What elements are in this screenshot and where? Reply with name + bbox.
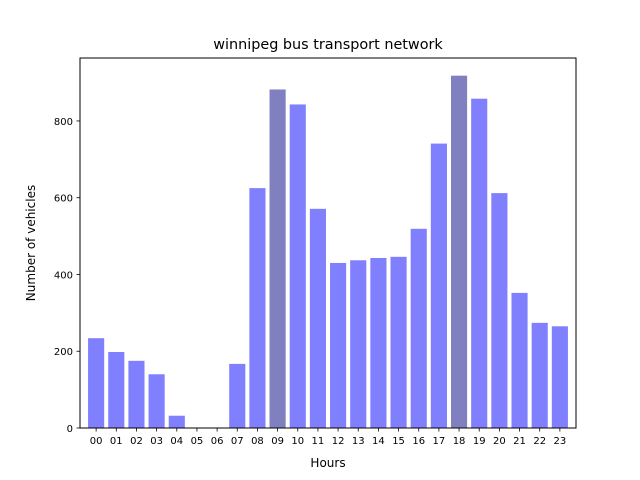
chart-title: winnipeg bus transport network bbox=[213, 37, 443, 53]
x-tick-label-03: 03 bbox=[150, 436, 163, 447]
bar-14 bbox=[370, 257, 387, 428]
x-tick-label-14: 14 bbox=[372, 436, 385, 447]
x-tick-label-22: 22 bbox=[533, 436, 546, 447]
bar-20 bbox=[491, 193, 508, 428]
x-tick-label-16: 16 bbox=[412, 436, 425, 447]
x-tick-label-08: 08 bbox=[251, 436, 264, 447]
bar-16 bbox=[410, 228, 427, 428]
bar-22 bbox=[531, 322, 548, 428]
y-axis-label: Number of vehicles bbox=[24, 185, 38, 301]
bar-08 bbox=[249, 188, 266, 428]
x-tick-label-19: 19 bbox=[473, 436, 486, 447]
x-tick-label-07: 07 bbox=[231, 436, 244, 447]
bar-03 bbox=[148, 374, 165, 428]
y-tick-label-800: 800 bbox=[54, 117, 73, 128]
bar-15 bbox=[390, 256, 407, 428]
bar-04 bbox=[168, 415, 185, 428]
x-tick-label-17: 17 bbox=[433, 436, 446, 447]
y-tick-label-600: 600 bbox=[54, 194, 73, 205]
bar-01 bbox=[108, 352, 125, 428]
y-tick-label-0: 0 bbox=[67, 424, 73, 435]
x-tick-label-20: 20 bbox=[493, 436, 506, 447]
x-tick-label-02: 02 bbox=[130, 436, 143, 447]
x-axis: 00 01 02 03 04 05 06 07 08 09 10 11 12 13 14 15 16 17 18 19… bbox=[90, 428, 566, 447]
x-tick-label-01: 01 bbox=[110, 436, 123, 447]
y-tick-label-400: 400 bbox=[54, 270, 73, 281]
x-tick-label-09: 09 bbox=[271, 436, 284, 447]
bars-group bbox=[88, 75, 568, 429]
x-tick-label-11: 11 bbox=[312, 436, 325, 447]
x-tick-label-10: 10 bbox=[291, 436, 304, 447]
bar-19 bbox=[471, 98, 488, 429]
x-tick-label-13: 13 bbox=[352, 436, 365, 447]
y-axis: 0 200 400 600 800 bbox=[54, 117, 80, 435]
x-tick-label-05: 05 bbox=[191, 436, 204, 447]
plot-frame bbox=[79, 57, 577, 429]
x-tick-label-15: 15 bbox=[392, 436, 405, 447]
bar-21 bbox=[511, 292, 528, 428]
bar-07 bbox=[229, 363, 246, 428]
x-tick-label-23: 23 bbox=[554, 436, 567, 447]
x-axis-label: Hours bbox=[310, 456, 345, 470]
x-tick-label-18: 18 bbox=[453, 436, 466, 447]
bar-23 bbox=[551, 326, 568, 428]
bar-00 bbox=[88, 338, 105, 428]
x-tick-label-00: 00 bbox=[90, 436, 103, 447]
bar-02 bbox=[128, 360, 145, 428]
bar-10 bbox=[289, 104, 306, 428]
bar-09 bbox=[269, 89, 286, 428]
bar-12 bbox=[330, 262, 347, 428]
x-tick-label-04: 04 bbox=[170, 436, 183, 447]
x-tick-label-21: 21 bbox=[513, 436, 526, 447]
y-tick-label-200: 200 bbox=[54, 347, 73, 358]
bar-13 bbox=[350, 260, 367, 428]
bar-17 bbox=[430, 143, 447, 428]
x-tick-label-06: 06 bbox=[211, 436, 224, 447]
bar-18 bbox=[450, 75, 468, 428]
x-tick-label-12: 12 bbox=[332, 436, 345, 447]
bar-11 bbox=[309, 208, 326, 428]
